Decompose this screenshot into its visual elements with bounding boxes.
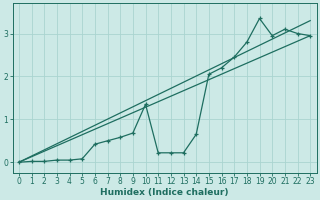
X-axis label: Humidex (Indice chaleur): Humidex (Indice chaleur) bbox=[100, 188, 229, 197]
